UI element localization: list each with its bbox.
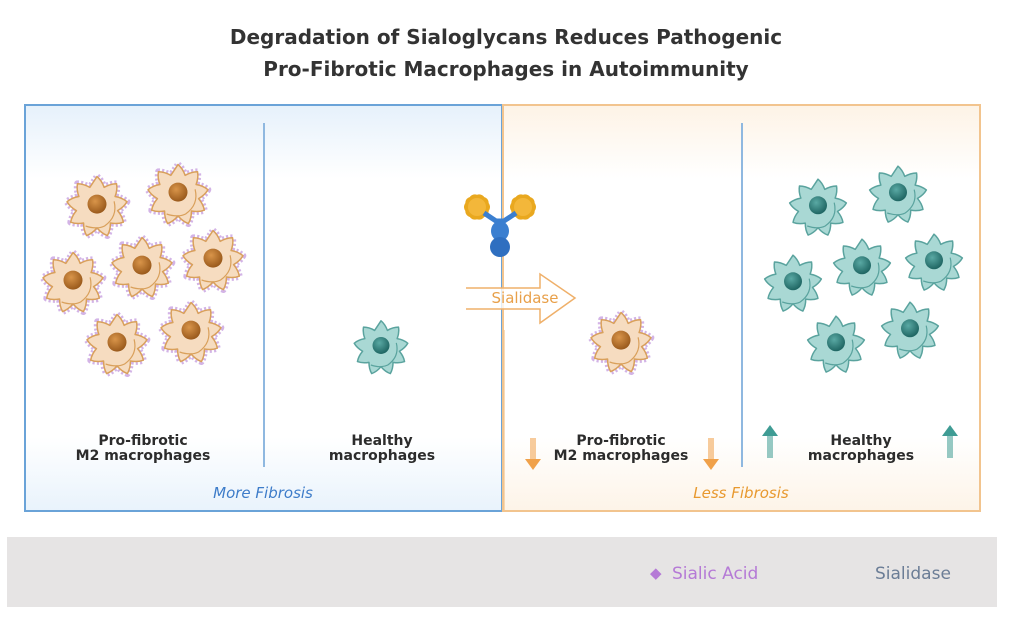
up-arrow-icon bbox=[762, 425, 778, 458]
title-line-2: Pro-Fibrotic Macrophages in Autoimmunity bbox=[263, 57, 749, 81]
up-arrow-icon bbox=[942, 425, 958, 458]
pro-fibrotic-macrophage bbox=[39, 249, 107, 315]
label-line: M2 macrophages bbox=[75, 448, 211, 464]
label-line: M2 macrophages bbox=[553, 448, 689, 464]
label-line: macrophages bbox=[328, 448, 436, 464]
label-line: Pro-fibrotic bbox=[98, 433, 188, 449]
sialidase-arrow-label: Sialidase bbox=[491, 289, 559, 307]
more-fibrosis-caption: More Fibrosis bbox=[213, 484, 313, 502]
healthy-macrophage bbox=[763, 254, 823, 312]
label-line: macrophages bbox=[807, 448, 915, 464]
healthy-macrophage bbox=[880, 301, 940, 359]
left-pro-fibrotic-label: Pro-fibrotic M2 macrophages bbox=[43, 434, 243, 464]
legend-sialic-acid: Sialic Acid bbox=[672, 564, 759, 584]
pro-fibrotic-macrophage bbox=[179, 227, 247, 293]
healthy-macrophage bbox=[868, 165, 928, 223]
right-pro-fibrotic-label: Pro-fibrotic M2 macrophages bbox=[521, 434, 721, 464]
pro-fibrotic-macrophage bbox=[144, 161, 212, 227]
pro-fibrotic-macrophage bbox=[587, 309, 655, 375]
sialidase-arrow bbox=[466, 272, 577, 325]
legend-sialidase: Sialidase bbox=[875, 564, 951, 584]
pro-fibrotic-macrophage bbox=[108, 234, 176, 300]
healthy-macrophage bbox=[832, 238, 892, 296]
pro-fibrotic-macrophage bbox=[157, 299, 225, 365]
center-divider bbox=[503, 330, 505, 510]
label-line: Pro-fibrotic bbox=[576, 433, 666, 449]
down-arrow-icon bbox=[703, 438, 719, 470]
left-healthy-label: Healthy macrophages bbox=[282, 434, 482, 464]
down-arrow-icon bbox=[525, 438, 541, 470]
right-healthy-label: Healthy macrophages bbox=[761, 434, 961, 464]
healthy-macrophage bbox=[904, 233, 964, 291]
label-line: Healthy bbox=[830, 433, 892, 449]
sialic-acid-icon: ◆ bbox=[650, 564, 662, 582]
right-divider bbox=[741, 123, 743, 467]
title-line-1: Degradation of Sialoglycans Reduces Path… bbox=[229, 25, 783, 49]
healthy-macrophage bbox=[353, 320, 409, 375]
legend: ◆ Sialic Acid Sialidase bbox=[7, 537, 997, 607]
left-divider bbox=[263, 123, 265, 467]
healthy-macrophage bbox=[788, 178, 848, 236]
sialidase-protein-icon bbox=[464, 194, 536, 257]
pro-fibrotic-macrophage bbox=[83, 311, 151, 377]
healthy-macrophage bbox=[806, 315, 866, 373]
label-line: Healthy bbox=[351, 433, 413, 449]
less-fibrosis-caption: Less Fibrosis bbox=[693, 484, 789, 502]
pro-fibrotic-macrophage bbox=[63, 173, 131, 239]
